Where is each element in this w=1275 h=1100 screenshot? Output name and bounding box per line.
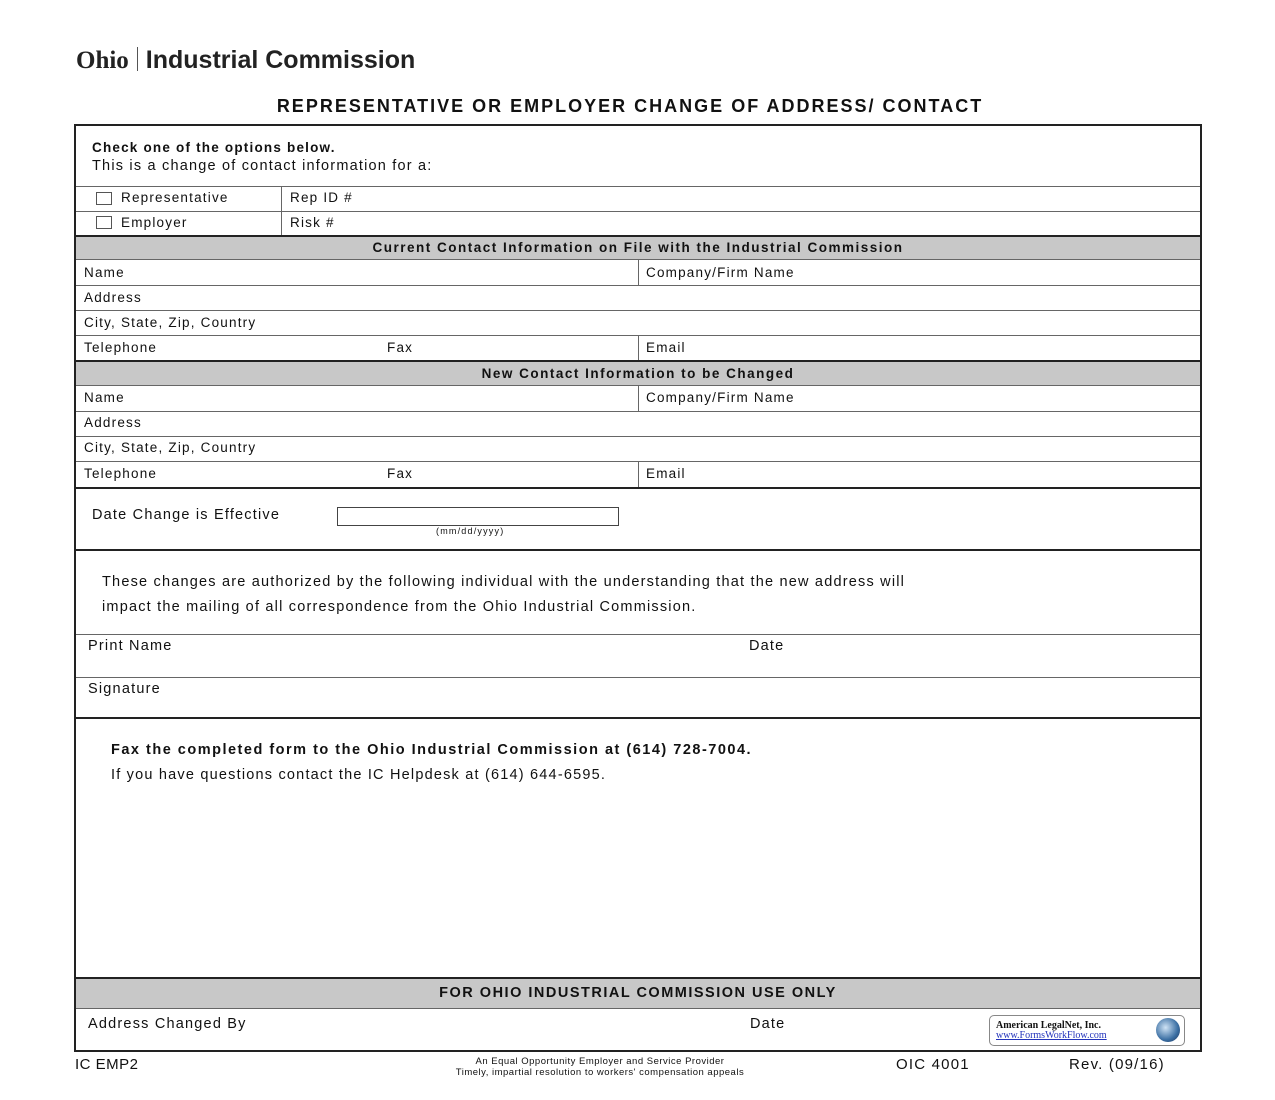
current-fax-field[interactable]: Fax [387, 340, 414, 355]
authorization-text-1: These changes are authorized by the foll… [102, 574, 906, 590]
risk-field[interactable]: Risk # [290, 215, 335, 230]
new-city-field[interactable]: City, State, Zip, Country [84, 440, 257, 455]
rep-id-field[interactable]: Rep ID # [290, 190, 353, 205]
new-email-field[interactable]: Email [646, 466, 686, 481]
current-company-field[interactable]: Company/Firm Name [646, 265, 795, 280]
representative-checkbox[interactable] [96, 192, 112, 205]
form-border [74, 124, 1202, 1052]
current-email-field[interactable]: Email [646, 340, 686, 355]
print-name-field[interactable]: Print Name [88, 638, 173, 654]
current-heading: Current Contact Information on File with… [76, 235, 1200, 260]
new-address-field[interactable]: Address [84, 415, 142, 430]
representative-label: Representative [121, 190, 229, 205]
footer-revision: Rev. (09/16) [1069, 1056, 1165, 1073]
helpdesk-info: If you have questions contact the IC Hel… [111, 767, 607, 783]
new-company-field[interactable]: Company/Firm Name [646, 390, 795, 405]
office-use-heading: FOR OHIO INDUSTRIAL COMMISSION USE ONLY [76, 977, 1200, 1009]
logo-ohio: Ohio [76, 47, 129, 74]
current-address-field[interactable]: Address [84, 290, 142, 305]
effective-date-input[interactable] [337, 507, 619, 526]
globe-icon [1156, 1018, 1180, 1042]
logo: Ohio Industrial Commission [76, 46, 415, 75]
new-name-field[interactable]: Name [84, 390, 125, 405]
intro-instruction: Check one of the options below. [92, 140, 336, 155]
page-title: REPRESENTATIVE OR EMPLOYER CHANGE OF ADD… [276, 96, 984, 116]
badge-name: American LegalNet, Inc. [996, 1020, 1101, 1031]
footer-line-2: Timely, impartial resolution to workers'… [455, 1067, 745, 1078]
current-name-field[interactable]: Name [84, 265, 125, 280]
new-telephone-field[interactable]: Telephone [84, 466, 158, 481]
american-legalnet-badge[interactable]: American LegalNet, Inc. www.FormsWorkFlo… [989, 1015, 1185, 1046]
footer-code: IC EMP2 [75, 1056, 139, 1073]
footer-line-1: An Equal Opportunity Employer and Servic… [475, 1056, 725, 1067]
footer-form-number: OIC 4001 [896, 1056, 970, 1073]
employer-checkbox[interactable] [96, 216, 112, 229]
current-city-field[interactable]: City, State, Zip, Country [84, 315, 257, 330]
effective-date-hint: (mm/dd/yyyy) [436, 526, 505, 536]
intro-text: This is a change of contact information … [92, 158, 433, 174]
office-date-field[interactable]: Date [750, 1016, 786, 1032]
address-changed-by-field[interactable]: Address Changed By [88, 1016, 247, 1032]
fax-instruction: Fax the completed form to the Ohio Indus… [111, 742, 753, 758]
logo-name: Industrial Commission [145, 46, 416, 74]
signature-field[interactable]: Signature [88, 681, 161, 697]
new-fax-field[interactable]: Fax [387, 466, 414, 481]
new-heading: New Contact Information to be Changed [76, 360, 1200, 386]
badge-url[interactable]: www.FormsWorkFlow.com [996, 1030, 1107, 1041]
employer-label: Employer [121, 215, 188, 230]
authorization-text-2: impact the mailing of all correspondence… [102, 599, 697, 615]
current-telephone-field[interactable]: Telephone [84, 340, 158, 355]
effective-date-label: Date Change is Effective [92, 507, 281, 523]
authorization-date-field[interactable]: Date [749, 638, 785, 654]
